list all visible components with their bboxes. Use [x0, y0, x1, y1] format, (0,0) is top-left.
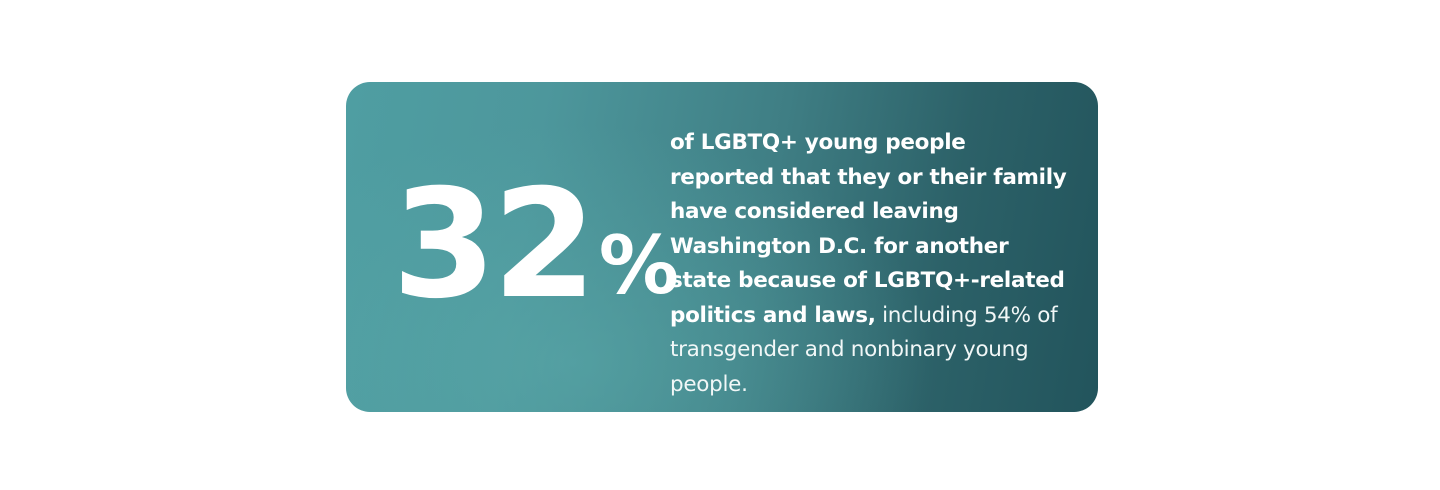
stat-value: 32 % — [392, 170, 679, 320]
stat-number: 32 — [392, 158, 597, 332]
stat-card — [346, 82, 1098, 412]
stat-percent-sign: % — [598, 219, 679, 312]
stat-detail-text: including 54% of transgender and nonbina… — [670, 302, 1058, 397]
stat-highlight-text: of LGBTQ+ young people reported that the… — [670, 130, 1067, 328]
stat-description: of LGBTQ+ young people reported that the… — [670, 126, 1070, 402]
